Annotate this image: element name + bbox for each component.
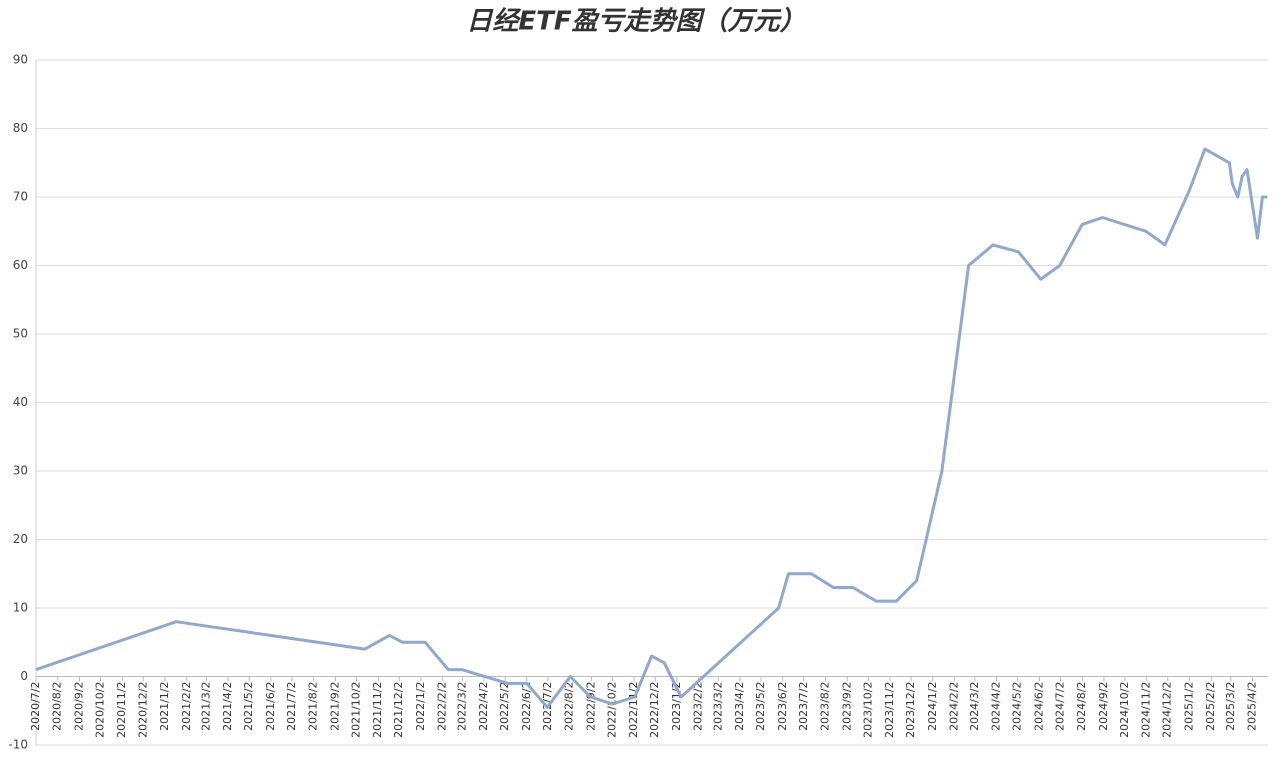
y-tick-label: 60 <box>13 258 28 272</box>
y-tick-label: 90 <box>13 53 28 67</box>
x-tick-label: 2024/2/2 <box>948 682 961 731</box>
x-tick-label: 2024/4/2 <box>990 682 1003 731</box>
x-tick-label: 2022/1/2 <box>414 682 427 731</box>
x-tick-label: 2022/4/2 <box>477 682 490 731</box>
y-tick-label: 10 <box>13 601 28 615</box>
y-tick-label: 40 <box>13 395 28 409</box>
x-tick-label: 2021/10/2 <box>349 682 362 738</box>
x-tick-label: 2021/8/2 <box>307 682 320 731</box>
x-tick-label: 2022/5/2 <box>498 682 511 731</box>
x-tick-label: 2022/12/2 <box>648 682 661 738</box>
data-line <box>35 147 1268 709</box>
x-tick-label: 2021/11/2 <box>371 682 384 738</box>
x-tick-label: 2024/10/2 <box>1118 682 1131 738</box>
y-tick-label: 30 <box>13 464 28 478</box>
x-tick-label: 2024/9/2 <box>1097 682 1110 731</box>
x-tick-label: 2022/8/2 <box>563 682 576 731</box>
x-tick-label: 2025/1/2 <box>1182 682 1195 731</box>
y-tick-label: 70 <box>13 190 28 204</box>
x-tick-label: 2025/2/2 <box>1204 682 1217 731</box>
x-tick-label: 2023/6/2 <box>776 682 789 731</box>
x-tick-label: 2024/12/2 <box>1161 682 1174 738</box>
x-tick-label: 2021/4/2 <box>221 682 234 731</box>
x-tick-label: 2023/4/2 <box>733 682 746 731</box>
y-tick-label: 20 <box>13 532 28 546</box>
x-tick-label: 2023/8/2 <box>819 682 832 731</box>
x-tick-label: 2020/8/2 <box>51 682 64 731</box>
x-tick-label: 2021/7/2 <box>285 682 298 731</box>
x-tick-label: 2023/5/2 <box>754 682 767 731</box>
x-tick-label: 2022/9/2 <box>584 682 597 731</box>
x-tick-label: 2024/1/2 <box>926 682 939 731</box>
x-tick-label: 2020/11/2 <box>115 682 128 738</box>
y-tick-label: 80 <box>13 121 28 135</box>
y-tick-label: 0 <box>20 669 28 683</box>
x-tick-label: 2021/1/2 <box>158 682 171 731</box>
y-tick-label: -10 <box>8 738 28 752</box>
x-tick-label: 2025/4/2 <box>1246 682 1259 731</box>
x-tick-label: 2024/7/2 <box>1053 682 1066 731</box>
x-tick-label: 2024/6/2 <box>1032 682 1045 731</box>
x-tick-label: 2022/3/2 <box>455 682 468 731</box>
x-tick-label: 2021/5/2 <box>242 682 255 731</box>
x-tick-label: 2020/12/2 <box>136 682 149 738</box>
x-tick-label: 2020/10/2 <box>94 682 107 738</box>
x-tick-label: 2022/10/2 <box>605 682 618 738</box>
y-tick-label: 50 <box>13 327 28 341</box>
x-tick-label: 2025/3/2 <box>1224 682 1237 731</box>
x-tick-label: 2020/7/2 <box>29 682 42 731</box>
x-tick-label: 2023/3/2 <box>711 682 724 731</box>
chart-title: 日经ETF盈亏走势图（万元） <box>466 7 805 37</box>
x-tick-label: 2022/2/2 <box>436 682 449 731</box>
x-tick-label: 2021/12/2 <box>392 682 405 738</box>
x-tick-label: 2021/2/2 <box>180 682 193 731</box>
x-tick-label: 2023/9/2 <box>840 682 853 731</box>
x-tick-label: 2020/9/2 <box>72 682 85 731</box>
x-tick-label: 2021/9/2 <box>328 682 341 731</box>
x-tick-label: 2023/7/2 <box>797 682 810 731</box>
x-tick-label: 2023/2/2 <box>692 682 705 731</box>
x-tick-label: 2023/10/2 <box>861 682 874 738</box>
x-tick-label: 2024/8/2 <box>1075 682 1088 731</box>
x-tick-label: 2023/11/2 <box>883 682 896 738</box>
x-tick-label: 2024/3/2 <box>968 682 981 731</box>
x-tick-label: 2021/3/2 <box>199 682 212 731</box>
x-tick-label: 2021/6/2 <box>264 682 277 731</box>
x-tick-label: 2022/6/2 <box>520 682 533 731</box>
x-tick-label: 2024/11/2 <box>1140 682 1153 738</box>
x-tick-label: 2024/5/2 <box>1011 682 1024 731</box>
x-tick-label: 2023/12/2 <box>904 682 917 738</box>
